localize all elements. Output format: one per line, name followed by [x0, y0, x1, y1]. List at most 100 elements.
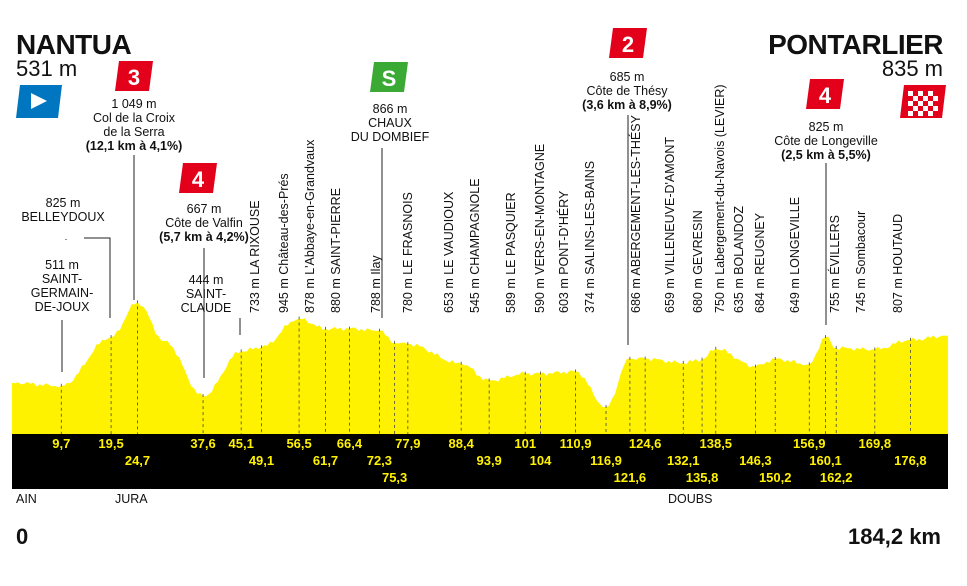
leader-line [84, 237, 111, 318]
km-label: 169,8 [859, 436, 892, 451]
sprint-flag [370, 62, 408, 92]
km-label: 56,5 [286, 436, 311, 451]
km-label: 124,6 [629, 436, 662, 451]
climb-category-flag-number: 2 [622, 32, 634, 57]
km-label: 156,9 [793, 436, 826, 451]
checker-cell [918, 111, 923, 116]
km-label: 72,3 [367, 453, 392, 468]
checker-cell [923, 96, 928, 101]
km-label: 138,5 [700, 436, 733, 451]
km-label: 37,6 [190, 436, 215, 451]
climb-category-flag-number: 4 [819, 83, 832, 108]
place-label-vertical: 590 m VERS-EN-MONTAGNE [533, 143, 547, 313]
place-label: 825 m BELLEYDOUX [21, 196, 105, 224]
climb-category-flag [179, 163, 217, 193]
checker-cell [928, 101, 933, 106]
place-label-vertical: 374 m SALINS-LES-BAINS [583, 160, 597, 313]
start-city: NANTUA [16, 29, 132, 60]
km-label: 132,1 [667, 453, 700, 468]
checker-cell [928, 91, 933, 96]
place-label-vertical: 635 m BOLANDOZ [732, 206, 746, 313]
place-label: 511 m SAINT- GERMAIN- DE-JOUX [30, 258, 94, 314]
place-label-vertical: 589 m LE PASQUIER [504, 192, 518, 313]
place-label-vertical: 807 m HOUTAUD [891, 213, 905, 313]
checker-cell [923, 106, 928, 111]
region-label: JURA [115, 492, 148, 506]
checker-cell [908, 91, 913, 96]
checker-cell [908, 111, 913, 116]
km-label: 101 [514, 436, 536, 451]
place-label-vertical: 545 m CHAMPAGNOLE [468, 178, 482, 313]
place-label-vertical: 750 m Labergement-du-Navois (LEVIER) [713, 84, 727, 313]
climb-label: 825 m Côte de Longeville (2,5 km à 5,5%) [774, 120, 878, 162]
sprint-label: 866 m CHAUX DU DOMBIEF [350, 102, 430, 144]
km-label: 146,3 [739, 453, 772, 468]
checker-cell [913, 96, 918, 101]
km-label: 176,8 [894, 453, 927, 468]
climb-label: 1 049 m Col de la Croix de la Serra (12,… [85, 97, 183, 153]
checker-cell [933, 96, 938, 101]
distance-start: 0 [16, 524, 29, 549]
place-label-vertical: 755 m ÉVILLERS [828, 215, 842, 313]
climb-category-flag [609, 28, 647, 58]
km-label: 24,7 [125, 453, 150, 468]
km-label: 121,6 [614, 470, 647, 485]
km-label: 88,4 [449, 436, 475, 451]
climb-category-flag-number: 3 [128, 65, 140, 90]
climb-category-flag-number: 4 [192, 167, 205, 192]
km-label: 116,9 [590, 453, 622, 468]
place-label-vertical: 745 m Sombacour [854, 210, 868, 313]
km-label: 104 [530, 453, 552, 468]
km-label: 9,7 [52, 436, 70, 451]
km-label: 45,1 [229, 436, 254, 451]
finish-altitude: 835 m [881, 56, 943, 81]
km-band [12, 434, 948, 489]
place-label-vertical: 659 m VILLENEUVE-D'AMONT [663, 136, 677, 313]
km-label: 77,9 [395, 436, 420, 451]
checker-cell [928, 111, 933, 116]
km-label: 150,2 [759, 470, 792, 485]
region-label: AIN [16, 492, 37, 506]
start-altitude: 531 m [16, 56, 78, 81]
place-label-vertical: 686 m ABERGEMENT-LES-THÉSY [629, 115, 643, 313]
place-label: 444 m SAINT- CLAUDE [180, 273, 232, 315]
km-label: 162,2 [820, 470, 853, 485]
climb-label: 685 m Côte de Thésy (3,6 km à 8,9%) [582, 70, 672, 112]
place-label-vertical: 653 m LE VAUDIOUX [442, 191, 456, 313]
finish-city: PONTARLIER [768, 29, 943, 60]
checker-cell [908, 101, 913, 106]
distance-total: 184,2 km [848, 524, 941, 549]
place-label-vertical: 649 m LONGEVILLE [788, 196, 802, 313]
km-label: 135,8 [686, 470, 719, 485]
sprint-flag-number: S [382, 66, 397, 91]
place-label-vertical: 684 m REUGNEY [753, 212, 767, 313]
place-label-vertical: 880 m SAINT-PIERRE [329, 187, 343, 313]
km-label: 49,1 [249, 453, 274, 468]
climb-category-flag [115, 61, 153, 91]
km-label: 61,7 [313, 453, 338, 468]
km-label: 75,3 [382, 470, 407, 485]
checker-cell [918, 101, 923, 106]
km-label: 93,9 [476, 453, 501, 468]
km-label: 160,1 [809, 453, 842, 468]
checker-cell [933, 106, 938, 111]
km-label: 110,9 [560, 436, 592, 451]
place-label-vertical: 780 m LE FRASNOIS [401, 192, 415, 313]
checker-cell [918, 91, 923, 96]
profile-area [12, 302, 948, 434]
place-label-vertical: 788 m Ilay [369, 255, 383, 313]
climb-label: 667 m Côte de Valfin (5,7 km à 4,2%) [159, 202, 249, 244]
play-icon [31, 93, 47, 109]
place-label-vertical: 945 m Château-des-Prés [277, 173, 291, 313]
place-label-vertical: 680 m GEVRESIN [691, 210, 705, 313]
climb-category-flag [806, 79, 844, 109]
place-label-vertical: 603 m PONT-D'HÉRY [557, 190, 571, 313]
region-label: DOUBS [668, 492, 713, 506]
checker-cell [913, 106, 918, 111]
km-label: 19,5 [98, 436, 123, 451]
place-label-vertical: 878 m L'Abbaye-en-Grandvaux [303, 139, 317, 313]
place-label-vertical: 733 m LA RIXOUSE [248, 200, 262, 313]
km-label: 66,4 [337, 436, 363, 451]
